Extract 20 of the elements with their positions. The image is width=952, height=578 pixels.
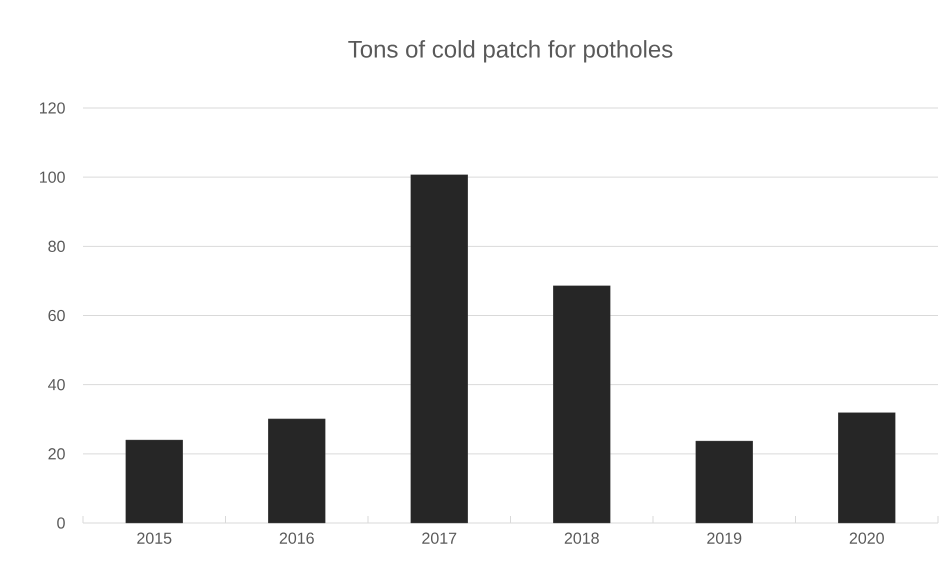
y-tick-label: 40 (48, 379, 65, 390)
x-tick-label: 2017 (422, 532, 456, 544)
bar (410, 174, 468, 524)
x-tick-label: 2018 (564, 532, 599, 544)
x-tick-label: 2015 (137, 532, 172, 544)
x-tick-label: 2020 (850, 532, 884, 544)
chart-title: Tons of cold patch for potholes (348, 40, 672, 62)
x-tick-label: 2016 (280, 532, 314, 544)
y-tick-label: 80 (48, 240, 65, 252)
y-tick-label: 100 (40, 172, 65, 183)
y-tick-label: 60 (48, 310, 65, 322)
bar (268, 418, 326, 524)
y-tick-label: 120 (40, 102, 65, 114)
bar (838, 412, 896, 524)
y-tick-label: 20 (48, 448, 65, 460)
bar (696, 440, 753, 524)
bar (553, 286, 610, 524)
y-tick-label: 0 (57, 517, 65, 529)
bar (126, 440, 183, 524)
x-tick-label: 2019 (707, 532, 742, 544)
